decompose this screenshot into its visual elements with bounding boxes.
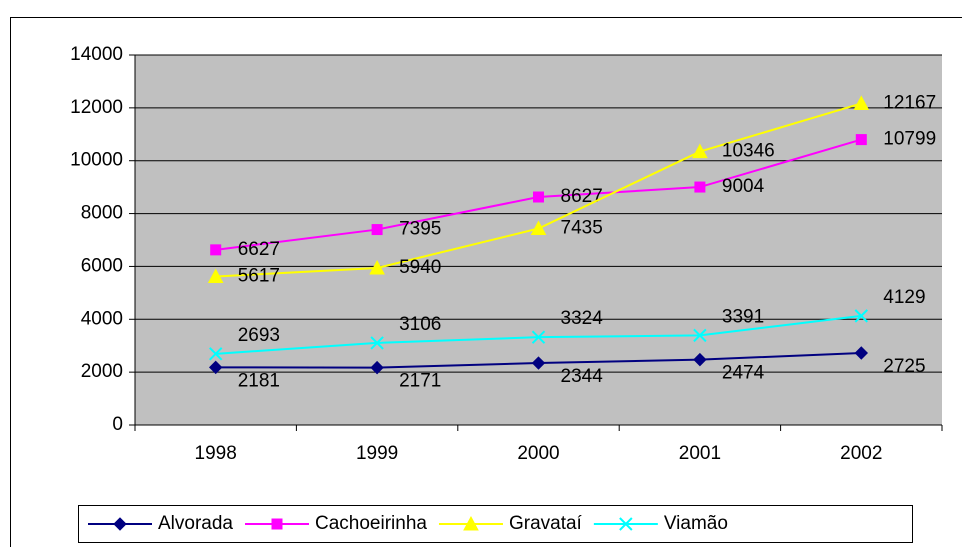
- y-tick-label: 10000: [70, 150, 123, 171]
- data-label: 10799: [883, 129, 936, 150]
- data-label: 6627: [238, 239, 280, 260]
- data-label: 3324: [561, 308, 604, 329]
- marker: [855, 134, 867, 146]
- marker: [113, 517, 127, 531]
- marker: [370, 336, 384, 350]
- y-tick-label: 6000: [81, 255, 123, 276]
- marker: [271, 518, 283, 530]
- y-tick-label: 4000: [81, 308, 123, 329]
- marker: [531, 330, 546, 344]
- x-tick-label: 1999: [356, 443, 398, 464]
- marker: [371, 224, 383, 236]
- data-label: 9004: [722, 176, 765, 197]
- marker: [370, 360, 384, 375]
- marker: [694, 181, 706, 193]
- y-tick-label: 2000: [81, 361, 123, 382]
- legend-label: Viamão: [664, 513, 728, 534]
- data-label: 10346: [722, 141, 775, 162]
- data-label: 5940: [399, 257, 441, 278]
- marker: [854, 309, 869, 323]
- data-label: 12167: [883, 92, 936, 113]
- data-label: 2474: [722, 363, 765, 384]
- data-label: 5617: [238, 266, 280, 287]
- marker: [210, 244, 222, 256]
- data-label: 2693: [238, 325, 280, 346]
- marker: [208, 347, 223, 361]
- y-tick-label: 12000: [70, 97, 123, 118]
- marker: [533, 191, 544, 203]
- marker: [693, 328, 707, 343]
- data-label: 2181: [238, 370, 280, 391]
- marker: [208, 360, 223, 375]
- x-tick-label: 2000: [517, 443, 559, 464]
- y-tick-label: 14000: [70, 44, 123, 65]
- marker: [531, 356, 546, 370]
- marker: [854, 346, 869, 360]
- legend-label: Alvorada: [158, 513, 233, 534]
- marker: [692, 143, 708, 159]
- marker: [853, 95, 870, 110]
- data-label: 4129: [883, 287, 925, 308]
- marker: [619, 517, 633, 531]
- legend-label: Gravataí: [509, 513, 583, 534]
- data-label: 2344: [561, 366, 604, 387]
- marker: [693, 352, 707, 367]
- marker: [369, 259, 385, 275]
- x-tick-label: 2002: [840, 443, 882, 464]
- marker: [463, 515, 479, 531]
- x-tick-label: 2001: [679, 443, 721, 464]
- data-label: 2725: [883, 356, 925, 377]
- marker: [530, 220, 547, 236]
- data-label: 7435: [561, 218, 603, 239]
- x-tick-label: 1998: [195, 443, 237, 464]
- legend-label: Cachoeirinha: [315, 513, 427, 534]
- y-tick-label: 8000: [81, 203, 123, 224]
- data-label: 7395: [399, 219, 441, 240]
- marker: [207, 268, 224, 284]
- y-tick-label: 0: [112, 414, 123, 435]
- data-label: 3106: [399, 314, 441, 335]
- data-label: 8627: [561, 186, 603, 207]
- data-label: 3391: [722, 306, 764, 327]
- data-label: 2171: [399, 371, 441, 392]
